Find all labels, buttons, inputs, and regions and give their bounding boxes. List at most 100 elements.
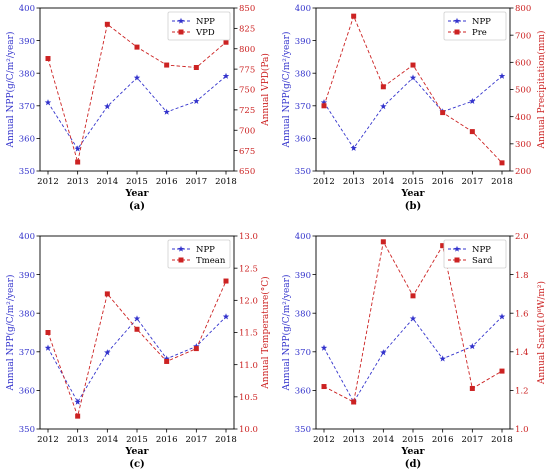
left-tick-label: 370: [19, 348, 35, 358]
x-tick-label: 2015: [126, 177, 148, 187]
left-tick-label: 380: [295, 309, 311, 319]
series-line-npp: [47, 75, 227, 150]
left-tick-label: 360: [295, 387, 311, 397]
right-tick-label: 800: [239, 45, 255, 55]
x-tick-label: 2013: [343, 177, 365, 187]
right-tick-label: 1.8: [515, 271, 529, 281]
x-tick-label: 2012: [37, 177, 59, 187]
x-tick-label: 2018: [215, 435, 237, 445]
right-tick-label: 11.0: [239, 361, 258, 371]
x-tick-label: 2017: [462, 177, 484, 187]
data-point-pre: [499, 160, 505, 166]
left-tick-label: 400: [295, 4, 311, 14]
data-point-tmean: [75, 413, 81, 419]
data-point-tmean: [223, 278, 229, 284]
data-point-npp: [409, 315, 417, 322]
x-axis-label: Year: [400, 188, 425, 199]
x-axis-label: Year: [400, 446, 425, 457]
x-axis-label: Year: [124, 188, 149, 199]
right-tick-label: 800: [515, 4, 531, 14]
left-tick-label: 390: [295, 271, 311, 281]
right-tick-label: 775: [239, 65, 255, 75]
data-point-tmean: [134, 326, 140, 332]
left-tick-label: 380: [19, 309, 35, 319]
legend-label-npp: NPP: [472, 17, 491, 27]
right-tick-label: 2.0: [515, 232, 529, 242]
left-tick-label: 370: [295, 102, 311, 112]
chart-panel-c: 350 360 370 380 390 400 10.0 10.5 11.0 11.5 12.0 12…: [5, 232, 271, 470]
data-point-npp: [439, 355, 446, 362]
x-tick-label: 2013: [343, 435, 365, 445]
right-axis-label: Annual Precipitation(mm): [536, 30, 547, 149]
series-line-npp: [323, 75, 503, 149]
data-point-npp: [320, 344, 328, 351]
x-tick-label: 2014: [373, 435, 395, 445]
x-axis-label: Year: [124, 446, 149, 457]
x-tick-label: 2014: [97, 177, 119, 187]
legend-marker-npp: [453, 245, 461, 252]
left-tick-label: 370: [19, 102, 35, 112]
chart-panel-d: 350 360 370 380 390 400 1.0 1.2 1.4 1.6 1.8 2.0 2012…: [281, 232, 547, 470]
data-point-sard: [380, 239, 386, 245]
right-tick-label: 650: [239, 167, 255, 177]
right-tick-label: 12.5: [239, 264, 258, 274]
left-tick-label: 400: [295, 232, 311, 242]
right-tick-label: 13.0: [239, 232, 258, 242]
right-tick-label: 10.0: [239, 425, 258, 435]
data-point-tmean: [45, 330, 51, 335]
panel-caption: (c): [129, 459, 145, 470]
data-point-npp: [350, 144, 357, 151]
left-tick-label: 390: [19, 37, 35, 47]
left-axis-label: Annual NPP(g/C/m²/year): [5, 275, 16, 392]
x-tick-label: 2012: [313, 435, 335, 445]
data-point-npp: [104, 349, 111, 356]
x-tick-label: 2018: [215, 177, 237, 187]
right-tick-label: 11.5: [239, 329, 258, 339]
legend-marker-npp: [177, 245, 185, 252]
left-tick-label: 360: [295, 135, 311, 145]
legend-label-npp: NPP: [196, 17, 215, 27]
left-tick-label: 350: [19, 167, 35, 177]
x-tick-label: 2015: [402, 435, 424, 445]
right-tick-label: 300: [515, 140, 531, 150]
left-axis-label: Annual NPP(g/C/m²/year): [281, 275, 292, 392]
legend-label-npp: NPP: [472, 245, 491, 255]
legend-marker-npp: [453, 17, 461, 24]
x-tick-label: 2016: [156, 435, 178, 445]
data-point-pre: [410, 62, 416, 68]
data-point-vpd: [193, 64, 199, 70]
left-tick-label: 380: [19, 69, 35, 79]
right-tick-label: 12.0: [239, 297, 258, 307]
right-tick-label: 675: [239, 147, 255, 157]
data-point-npp: [193, 343, 200, 350]
data-point-sard: [321, 384, 327, 390]
chart-panel-a: 350 360 370 380 390 400 650 675 700 725 750 775 800 8…: [5, 4, 271, 212]
chart-panel-b: 350 360 370 380 390 400 200 300 400 500 600 700 800 2…: [281, 4, 547, 212]
x-tick-label: 2018: [491, 177, 513, 187]
data-point-npp: [498, 313, 506, 320]
x-tick-label: 2016: [432, 435, 454, 445]
data-point-sard: [410, 293, 416, 299]
data-point-npp: [469, 343, 476, 350]
x-tick-label: 2012: [37, 435, 59, 445]
left-tick-label: 350: [295, 167, 311, 177]
left-tick-label: 350: [295, 425, 311, 435]
x-tick-label: 2013: [67, 435, 89, 445]
left-tick-label: 370: [295, 348, 311, 358]
panel-caption: (d): [405, 459, 421, 470]
panel-caption: (b): [405, 201, 421, 212]
legend-label-tmean: Tmean: [196, 256, 226, 266]
left-tick-label: 350: [19, 425, 35, 435]
data-point-tmean: [164, 358, 170, 364]
left-tick-label: 400: [19, 4, 35, 14]
data-point-npp: [222, 313, 230, 320]
data-point-vpd: [104, 21, 110, 27]
data-point-npp: [133, 74, 141, 81]
data-point-pre: [351, 13, 357, 19]
left-tick-label: 390: [19, 271, 35, 281]
x-tick-label: 2014: [97, 435, 119, 445]
right-tick-label: 825: [239, 25, 255, 35]
